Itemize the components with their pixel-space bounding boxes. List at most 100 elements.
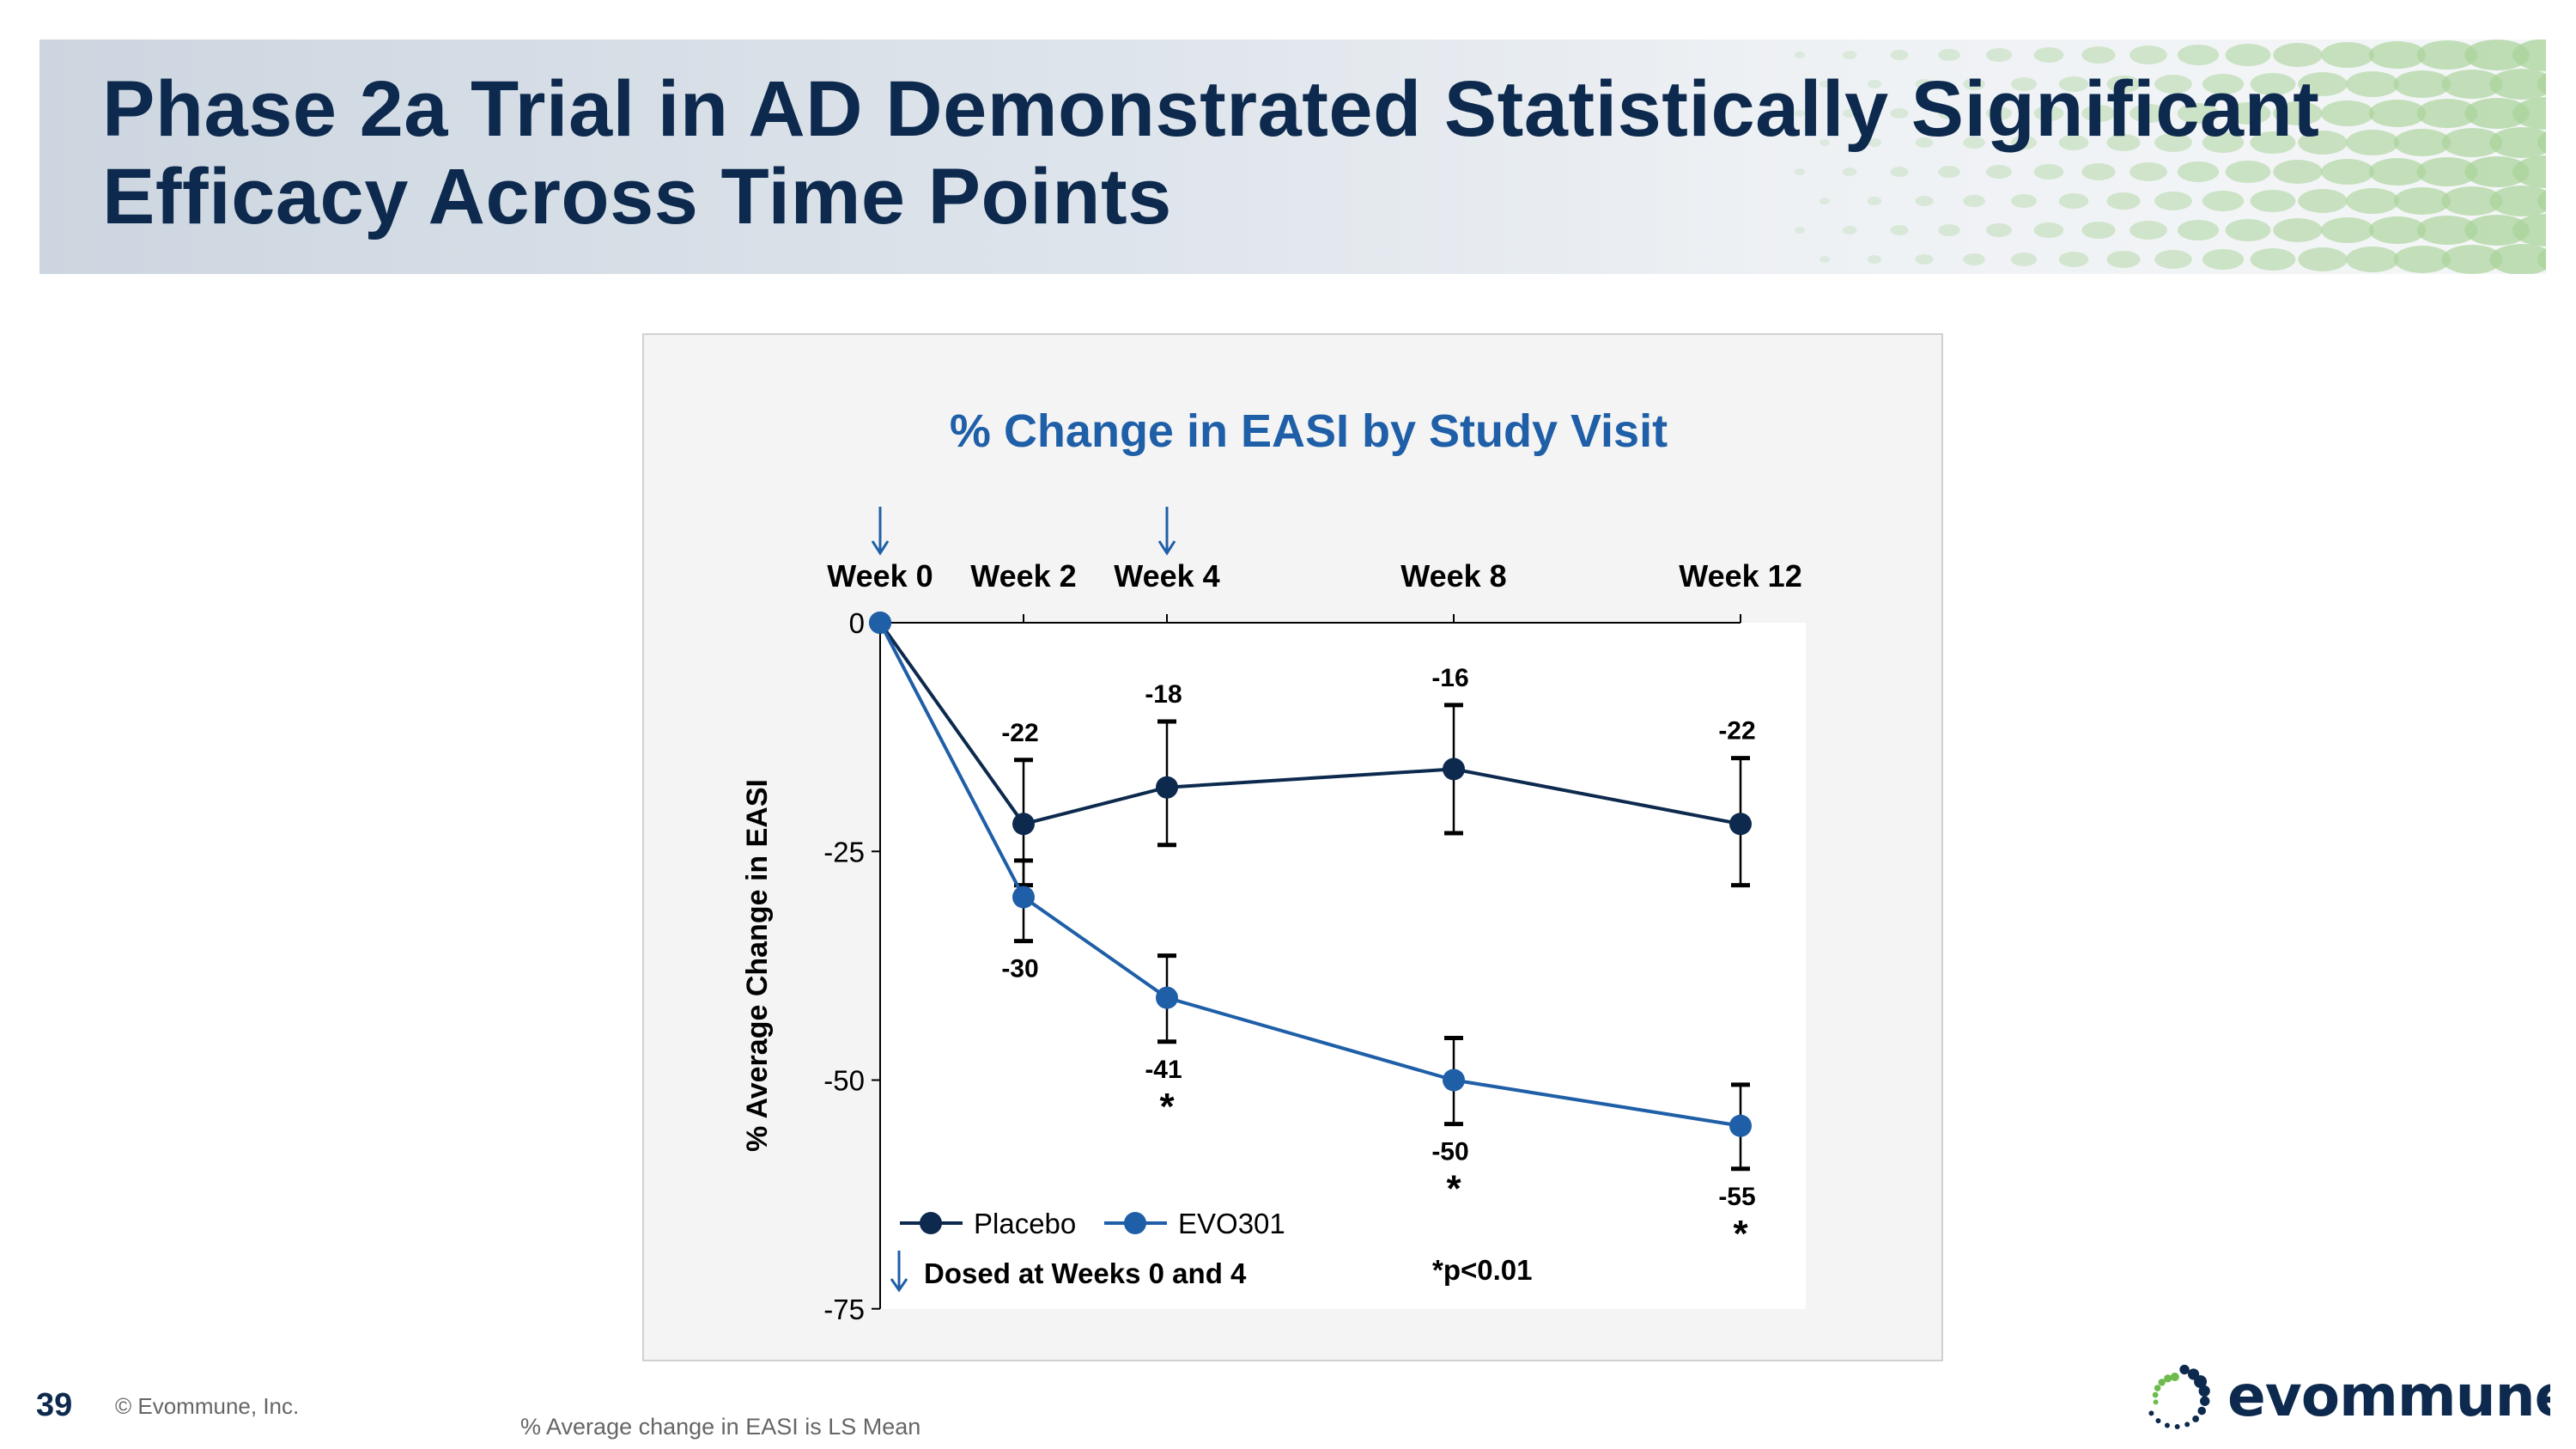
header-dot: [2512, 40, 2546, 71]
header-dot: [2177, 103, 2220, 124]
header-dot: [1842, 226, 1857, 234]
header-dot: [2393, 70, 2451, 98]
logo-text: evommune: [2227, 1363, 2550, 1429]
header-dot: [1795, 110, 1805, 117]
header-dot: [2106, 134, 2141, 151]
significance-asterisk: *: [1159, 1086, 1175, 1128]
header-dot: [2250, 73, 2296, 95]
y-tick-label: -75: [823, 1294, 865, 1325]
header-dot: [2298, 72, 2348, 96]
header-dot: [2081, 105, 2116, 122]
header-dot: [2129, 46, 2167, 64]
header-dot: [1890, 50, 1909, 60]
header-dot: [1938, 107, 1960, 119]
x-tick-label: Week 2: [970, 558, 1076, 594]
header-dot: [2298, 247, 2348, 271]
y-tick-label: -25: [823, 836, 865, 868]
data-point: [869, 612, 891, 634]
header-dot: [1985, 165, 2013, 179]
header-dot: [2368, 158, 2427, 186]
y-axis-label: % Average Change in EASI: [741, 779, 774, 1152]
header-dot: [2010, 194, 2038, 208]
title-line-1: Phase 2a Trial in AD Demonstrated Statis…: [102, 65, 2320, 153]
header-dot: [2298, 131, 2348, 155]
header-dot: [1890, 108, 1909, 119]
header-dot: [1842, 167, 1857, 176]
header-dot: [2177, 161, 2220, 182]
header-dot: [2512, 155, 2546, 188]
logo-dot: [2153, 1399, 2159, 1405]
logo-dot: [2148, 1410, 2154, 1416]
header-dot: [1820, 256, 1830, 263]
data-point: [1156, 776, 1178, 799]
header-dot: [2033, 222, 2064, 238]
header-dot: [2321, 42, 2374, 68]
header-dot: [1867, 197, 1882, 205]
header-dot: [2441, 245, 2503, 274]
header-dot: [1890, 167, 1909, 177]
data-point: [1729, 1114, 1752, 1137]
logo-dot: [2158, 1379, 2166, 1386]
footnote-text: % Average change in EASI is LS Mean: [520, 1414, 921, 1440]
header-dot: [2416, 216, 2478, 245]
header-dot: [2537, 190, 2546, 212]
header-dot: [2346, 130, 2399, 155]
header-dot: [1867, 80, 1882, 88]
y-tick-label: -50: [823, 1065, 865, 1097]
logo-dot: [2164, 1374, 2172, 1383]
header-dot: [2154, 75, 2192, 94]
significance-asterisk: *: [1733, 1213, 1748, 1255]
logo-dot: [2194, 1375, 2208, 1389]
dosing-arrow-head: [1157, 540, 1176, 556]
header-dot: [2081, 222, 2116, 239]
header-dot: [2225, 161, 2271, 183]
series-placebo: -22 -18 -16 -22: [869, 612, 1756, 888]
header-dot: [2321, 100, 2374, 126]
plot-area: [880, 623, 1806, 1309]
header-dot: [2081, 46, 2116, 64]
header-dot: [2250, 190, 2296, 212]
header-dot: [2368, 41, 2427, 69]
data-label: -18: [1145, 680, 1182, 709]
header-dot: [2154, 133, 2192, 152]
header-dot: [2441, 70, 2503, 99]
dosing-arrow-icon: [871, 507, 890, 556]
header-dot: [2464, 98, 2530, 129]
logo-dot: [2184, 1422, 2190, 1428]
header-dot: [2010, 136, 2038, 149]
header-dot: [2368, 216, 2427, 244]
legend-evo301-marker: [1124, 1212, 1146, 1234]
header-dot: [2177, 220, 2220, 240]
header-dot: [1963, 78, 1985, 90]
x-tick-label: Week 12: [1679, 558, 1801, 594]
header-dot: [2393, 129, 2451, 156]
x-tick-label: Week 4: [1114, 558, 1219, 594]
significance-note: *p<0.01: [1432, 1254, 1533, 1286]
header-dot: [2393, 246, 2451, 273]
dosing-note-text: Dosed at Weeks 0 and 4: [924, 1257, 1247, 1289]
data-point: [1443, 758, 1465, 781]
chart-title: % Change in EASI by Study Visit: [950, 405, 1668, 457]
header-dot: [2393, 187, 2451, 215]
logo-dot: [2197, 1406, 2207, 1416]
slide-header: Phase 2a Trial in AD Demonstrated Statis…: [39, 40, 2546, 274]
y-tick-label: 0: [849, 607, 865, 639]
significance-asterisk: *: [1446, 1168, 1461, 1210]
header-dot: [2129, 162, 2167, 181]
header-dot: [2368, 100, 2427, 127]
logo-dot: [2198, 1385, 2210, 1397]
header-dot: [2154, 250, 2192, 269]
x-tick-label: Week 8: [1400, 558, 1506, 594]
data-point: [1012, 813, 1035, 836]
header-dot: [2081, 163, 2116, 180]
header-dot: [2010, 77, 2038, 91]
dosing-arrow-head: [871, 540, 890, 556]
header-dot: [2441, 128, 2503, 157]
header-dot: [2106, 76, 2141, 93]
header-dot: [2464, 40, 2530, 70]
data-label: -55: [1718, 1183, 1755, 1211]
data-label: -22: [1718, 717, 1755, 746]
header-dot: [2273, 101, 2323, 125]
logo-dot: [2174, 1423, 2180, 1429]
line-chart: % Change in EASI by Study Visit Week 0 We…: [741, 405, 1806, 1325]
